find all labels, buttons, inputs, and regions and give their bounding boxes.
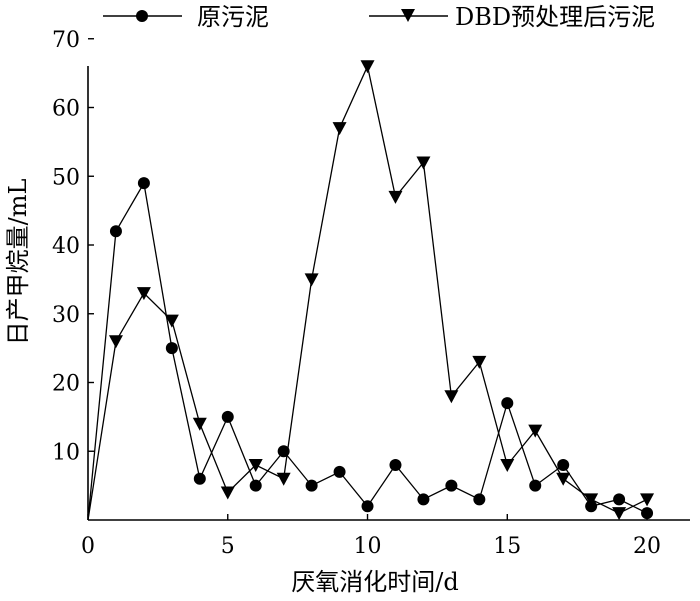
data-point-triangle <box>500 459 515 472</box>
x-tick-label: 10 <box>354 534 382 559</box>
y-tick-label: 50 <box>52 165 80 190</box>
y-tick-label: 20 <box>52 372 80 397</box>
y-tick-label: 40 <box>52 234 80 259</box>
data-point-circle <box>473 493 486 506</box>
data-point-circle <box>557 459 570 471</box>
legend-label-raw-sludge: 原污泥 <box>197 3 269 31</box>
series <box>87 60 655 521</box>
legend: 原污泥 DBD预处理后污泥 <box>103 3 655 31</box>
data-point-triangle <box>584 493 599 507</box>
data-point-circle <box>249 479 262 492</box>
data-point-circle <box>417 493 430 506</box>
data-point-circle <box>501 397 514 410</box>
x-tick-label: 5 <box>221 534 235 559</box>
data-point-triangle <box>304 273 319 287</box>
data-point-triangle <box>444 390 459 404</box>
y-tick-label: 30 <box>52 303 80 328</box>
legend-marker-triangle-down <box>401 9 415 22</box>
data-point-triangle <box>360 60 375 74</box>
data-point-triangle <box>612 507 627 521</box>
y-axis-title: 日产甲烷量/mL <box>4 179 32 346</box>
y-tick-label: 60 <box>52 97 80 122</box>
data-point-triangle <box>276 472 291 486</box>
data-point-circle <box>221 410 234 423</box>
data-point-triangle <box>136 287 151 301</box>
data-point-circle <box>165 342 178 355</box>
data-point-triangle <box>220 486 235 500</box>
data-point-circle <box>333 465 346 478</box>
data-point-triangle <box>388 190 403 204</box>
x-tick-label: 0 <box>81 534 95 559</box>
data-point-circle <box>613 493 626 506</box>
x-tick-label: 15 <box>493 534 521 559</box>
data-point-triangle <box>248 459 263 472</box>
data-point-triangle <box>332 122 347 136</box>
axes <box>87 66 690 521</box>
data-point-triangle <box>528 424 543 438</box>
data-point-circle <box>389 459 402 471</box>
data-point-circle <box>305 479 318 492</box>
ticks: 0 5 10 15 20 10 20 30 40 50 60 70 <box>52 28 661 559</box>
data-point-circle <box>361 500 374 513</box>
data-point-triangle <box>192 417 207 431</box>
x-axis-title: 厌氧消化时间/d <box>291 568 458 596</box>
data-point-circle <box>109 225 122 238</box>
data-point-triangle <box>640 493 655 507</box>
data-point-triangle <box>416 156 431 170</box>
data-point-triangle <box>164 314 179 328</box>
y-tick-label: 70 <box>52 28 80 53</box>
data-point-circle <box>137 177 150 190</box>
x-tick-label: 20 <box>633 534 661 559</box>
data-point-circle <box>193 472 206 485</box>
legend-marker-circle <box>136 10 148 22</box>
data-point-circle <box>529 479 542 492</box>
data-point-circle <box>641 507 654 520</box>
data-point-circle <box>445 479 458 492</box>
y-tick-label: 10 <box>52 440 80 465</box>
data-point-triangle <box>556 472 571 486</box>
data-point-triangle <box>108 335 123 349</box>
series-line-1 <box>87 64 648 521</box>
legend-label-dbd-sludge: DBD预处理后污泥 <box>455 3 655 31</box>
data-point-triangle <box>472 355 487 369</box>
